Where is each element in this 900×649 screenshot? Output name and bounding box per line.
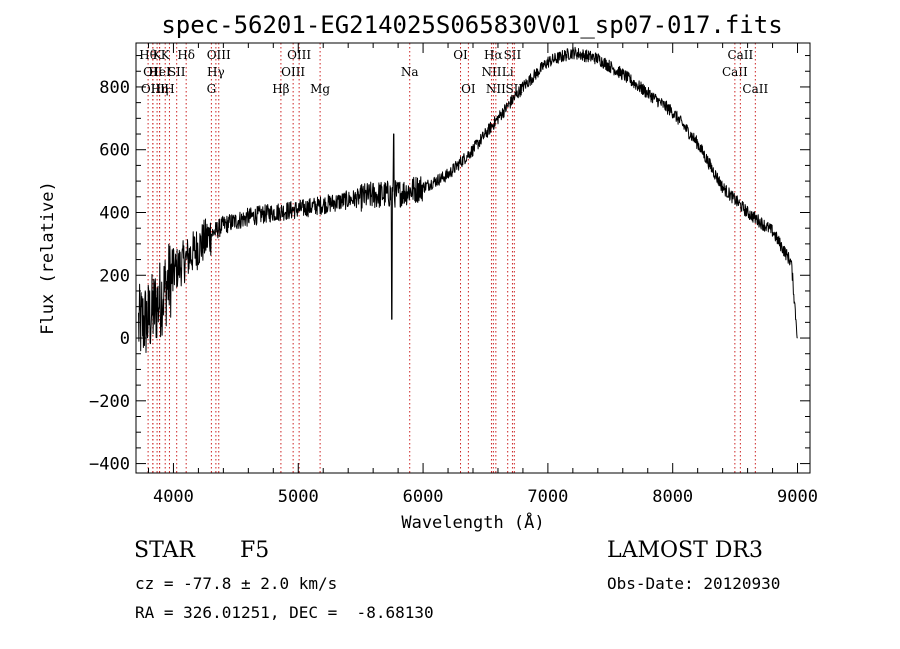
x-axis-label: Wavelength (Å) <box>401 511 544 533</box>
line-marker-label: OI <box>461 82 476 96</box>
line-marker-label: CaII <box>722 65 748 79</box>
line-marker-label: CaII <box>727 48 753 62</box>
line-marker-label: OIII <box>207 48 231 62</box>
line-marker-label: OIII <box>141 82 165 96</box>
y-tick-label: −200 <box>89 392 130 412</box>
spectrum-chart: spec-56201-EG214025S065830V01_sp07-017.f… <box>38 11 818 533</box>
y-tick-label: 0 <box>120 329 130 349</box>
line-marker-label: K <box>153 48 163 62</box>
line-marker-label: G <box>207 82 217 96</box>
line-marker-label: Na <box>401 65 419 79</box>
line-marker-label: Hδ <box>177 48 195 62</box>
line-marker-label: Hγ <box>207 65 225 79</box>
line-marker-label: Hη <box>151 82 169 96</box>
spectrum-line <box>138 46 798 353</box>
x-tick-label: 6000 <box>403 487 444 507</box>
line-marker-label: NII <box>486 82 506 96</box>
line-marker-label: Li <box>502 65 514 79</box>
line-marker-label: SII <box>504 48 522 62</box>
line-marker-label: NII <box>481 65 501 79</box>
line-marker-label: Hα <box>484 48 503 62</box>
x-tick-label: 9000 <box>777 487 818 507</box>
x-tick-label: 8000 <box>652 487 693 507</box>
line-marker-layer: HθOIIOIIIKHeIHηKHSIIHδGHγOIIIHβOIIIOIIIM… <box>139 43 768 473</box>
line-marker-label: OIII <box>287 48 311 62</box>
line-marker-label: OIII <box>281 65 305 79</box>
y-axis-label: Flux (relative) <box>38 181 58 335</box>
line-marker-label: OI <box>453 48 468 62</box>
y-tick-label: 600 <box>99 141 130 161</box>
x-tick-label: 7000 <box>527 487 568 507</box>
obs-date: Obs-Date: 20120930 <box>607 574 781 593</box>
spectrum-layer <box>138 46 798 353</box>
y-tick-label: 400 <box>99 203 130 223</box>
line-marker-label: K <box>161 48 171 62</box>
line-marker-label: Hβ <box>272 82 289 96</box>
chart-title: spec-56201-EG214025S065830V01_sp07-017.f… <box>161 11 782 39</box>
y-tick-label: 200 <box>99 266 130 286</box>
line-marker-label: H <box>164 82 174 96</box>
subclass: F5 <box>240 538 270 563</box>
x-tick-label: 5000 <box>278 487 319 507</box>
plot-frame <box>135 42 811 474</box>
coordinates: RA = 326.01251, DEC = -8.68130 <box>135 603 434 622</box>
line-marker-label: Mg <box>310 82 330 96</box>
y-tick-label: −400 <box>89 455 130 475</box>
redshift-text: cz = -77.8 ± 2.0 km/s <box>135 574 338 593</box>
line-marker-label: SII <box>168 65 186 79</box>
axis-layer: 4000 5000 6000 7000 8000 9000 −400 −200 0 200 400 6… <box>89 43 818 507</box>
object-class: STAR <box>134 538 195 563</box>
line-marker-label: CaII <box>742 82 768 96</box>
x-tick-label: 4000 <box>153 487 194 507</box>
survey-name: LAMOST DR3 <box>607 538 763 563</box>
y-tick-label: 800 <box>99 78 130 98</box>
